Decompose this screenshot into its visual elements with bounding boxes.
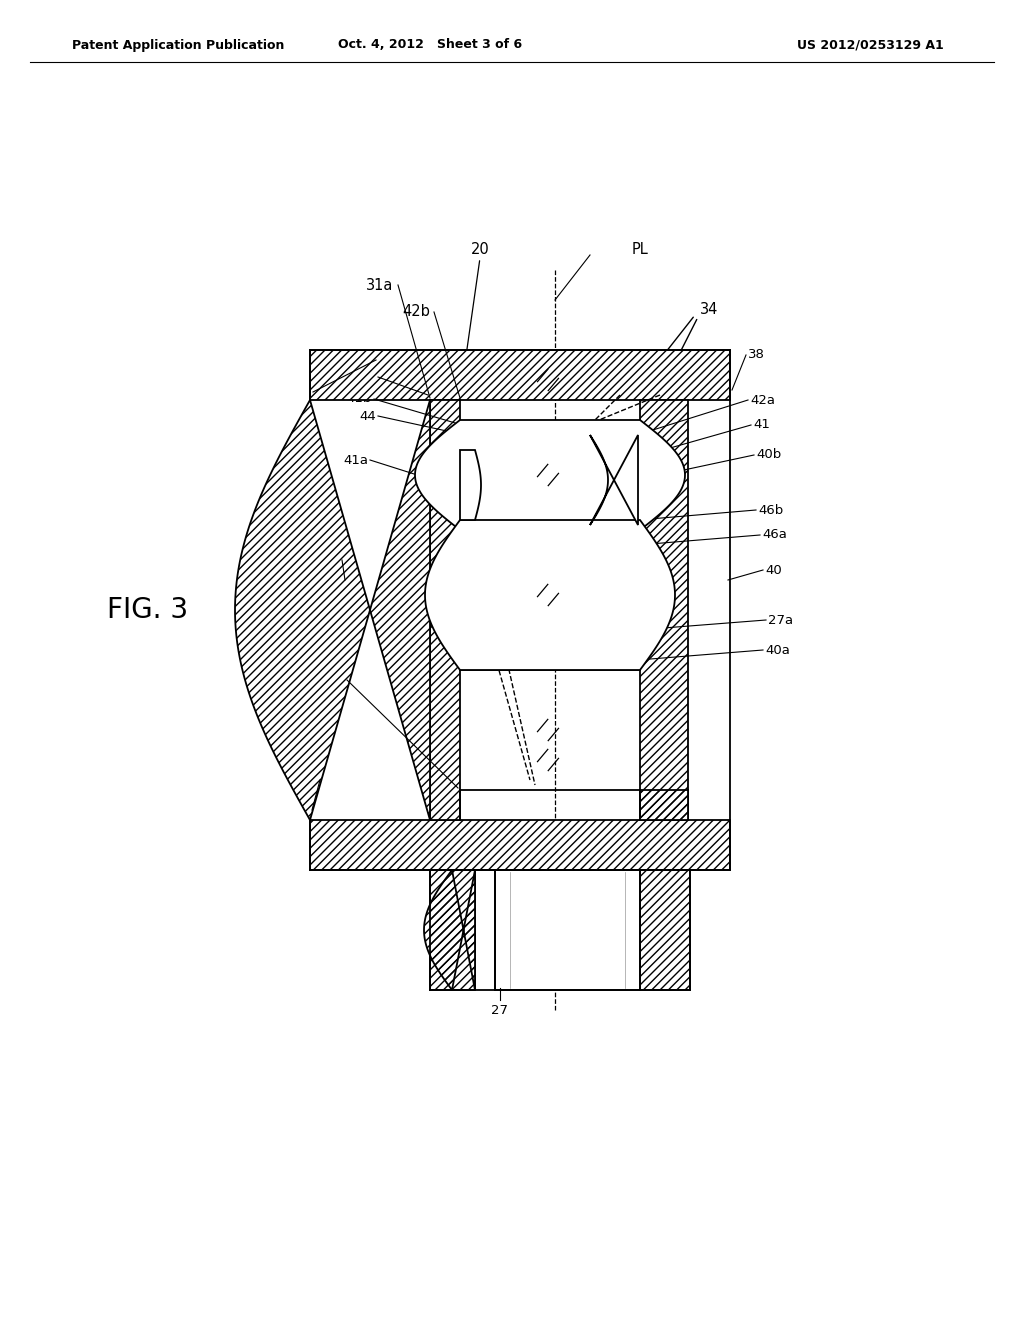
Text: 46b: 46b (758, 503, 783, 516)
Polygon shape (424, 870, 475, 990)
Text: 31: 31 (359, 371, 376, 384)
Text: 40: 40 (765, 564, 781, 577)
Text: 40a: 40a (765, 644, 790, 656)
Bar (640, 789, 688, 820)
Text: 40b: 40b (756, 449, 781, 462)
Bar (430, 400, 460, 820)
Polygon shape (460, 450, 481, 520)
Text: 31a: 31a (366, 277, 393, 293)
Text: 48: 48 (329, 673, 345, 686)
Text: 42b: 42b (402, 305, 430, 319)
Bar (430, 870, 475, 990)
Text: FIG. 3: FIG. 3 (108, 597, 188, 624)
Bar (310, 820, 730, 870)
Polygon shape (415, 420, 685, 531)
Bar (310, 350, 730, 400)
Bar (310, 350, 730, 400)
Text: Patent Application Publication: Patent Application Publication (72, 38, 285, 51)
Bar (640, 400, 688, 820)
Text: 27: 27 (492, 1003, 509, 1016)
Text: Oct. 4, 2012   Sheet 3 of 6: Oct. 4, 2012 Sheet 3 of 6 (338, 38, 522, 51)
Text: 41a: 41a (343, 454, 368, 466)
Text: 42a: 42a (750, 393, 775, 407)
Text: 41: 41 (753, 418, 770, 432)
Text: 41b: 41b (347, 392, 372, 405)
Text: 38: 38 (748, 348, 765, 362)
Text: 20: 20 (471, 243, 489, 257)
Text: 43: 43 (324, 553, 340, 566)
Text: 44: 44 (359, 409, 376, 422)
Polygon shape (590, 436, 638, 525)
Bar (640, 789, 688, 820)
Polygon shape (425, 520, 675, 671)
Bar (495, 870, 640, 990)
Bar (310, 820, 730, 870)
Text: US 2012/0253129 A1: US 2012/0253129 A1 (797, 38, 943, 51)
Text: 42: 42 (357, 354, 374, 367)
Bar (430, 400, 460, 820)
Text: 46a: 46a (762, 528, 786, 541)
Bar (640, 400, 688, 820)
Bar (640, 870, 690, 990)
Text: 39: 39 (301, 774, 318, 787)
Bar (640, 870, 690, 990)
Text: PL: PL (632, 243, 648, 257)
Polygon shape (236, 400, 430, 820)
Bar (430, 870, 475, 990)
Text: 34: 34 (700, 302, 719, 318)
Text: 27a: 27a (768, 614, 794, 627)
